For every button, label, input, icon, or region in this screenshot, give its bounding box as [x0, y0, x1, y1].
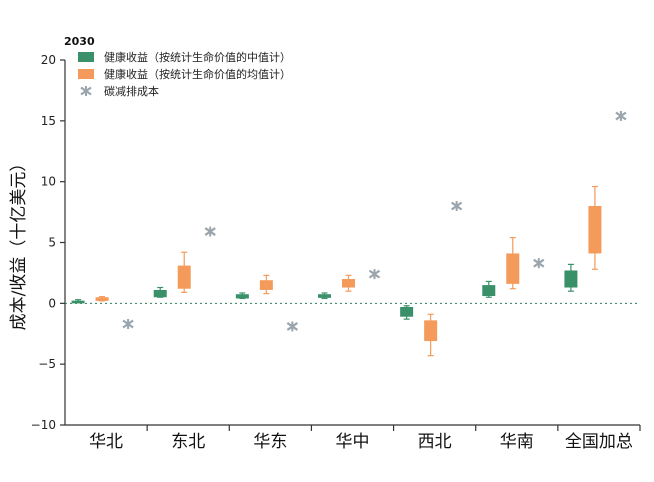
x-tick-label: 东北 — [171, 432, 205, 452]
legend-label: 健康收益（按统计生命价值的均值计） — [104, 67, 291, 81]
box-mark — [506, 237, 520, 290]
y-tick-label: −5 — [38, 357, 56, 371]
legend-label: 健康收益（按统计生命价值的中值计） — [104, 50, 291, 64]
box-mark — [259, 274, 273, 295]
cost-marker — [286, 321, 298, 332]
box-mark — [424, 313, 438, 357]
cost-marker — [368, 269, 381, 280]
box-mark — [177, 251, 191, 293]
y-tick-label: 0 — [48, 296, 56, 310]
box-mark — [235, 292, 249, 300]
box-mark — [71, 299, 85, 304]
y-tick-label: −10 — [31, 418, 56, 432]
box-mark — [342, 274, 355, 292]
x-tick-label: 西北 — [418, 432, 452, 452]
box-mark — [588, 185, 602, 270]
legend-label: 碳减排成本 — [104, 84, 159, 98]
y-tick-label: 20 — [41, 53, 56, 67]
cost-marker — [533, 258, 545, 269]
box-mark — [318, 292, 331, 300]
y-tick-label: 10 — [41, 175, 56, 189]
y-axis-label: 成本/收益（十亿美元） — [9, 155, 29, 331]
cost-marker — [204, 226, 216, 237]
x-tick-label: 全国加总 — [565, 432, 633, 452]
cost-marker — [615, 110, 627, 121]
box-mark — [564, 263, 578, 292]
cost-marker — [451, 201, 463, 211]
x-tick-label: 华北 — [89, 432, 123, 452]
x-tick-label: 华东 — [253, 432, 287, 452]
legend-marker — [80, 86, 92, 96]
box-mark — [482, 280, 496, 298]
legend-swatch — [78, 69, 94, 79]
chart-title: 2030 — [64, 35, 95, 48]
box-mark — [153, 286, 167, 298]
legend-swatch — [78, 52, 94, 62]
box-mark — [95, 296, 109, 302]
box-mark — [400, 305, 414, 320]
y-tick-label: 15 — [41, 114, 56, 128]
y-tick-label: 5 — [48, 236, 56, 250]
x-tick-label: 华中 — [336, 432, 370, 452]
cost-marker — [122, 319, 134, 330]
x-tick-label: 华南 — [500, 432, 534, 452]
